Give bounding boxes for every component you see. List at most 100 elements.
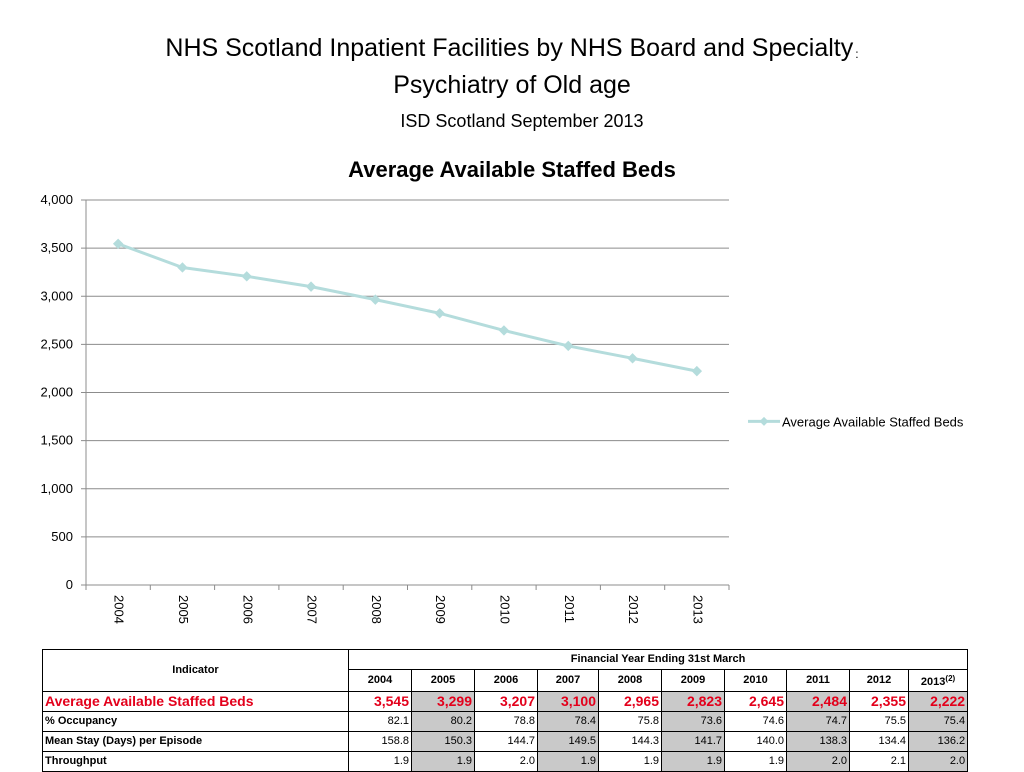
table-cell: 1.9 [724,751,787,772]
table-cell: 73.6 [661,711,725,732]
year-header-cell: 2010 [724,669,787,692]
data-point-marker [370,294,381,305]
table-cell: 149.5 [537,731,599,752]
table-cell: 3,207 [474,691,538,712]
indicator-label: % Occupancy [42,711,349,732]
series-line [117,242,698,373]
table-cell: 75.4 [907,711,969,732]
indicator-table: Indicator Financial Year Ending 31st Mar… [42,649,969,772]
table-cell: 150.3 [411,731,475,752]
x-tick-label: 2009 [433,595,448,624]
table-cell: 2,484 [786,691,850,712]
table-cell: 2.0 [786,751,850,772]
table-cell: 3,299 [411,691,475,712]
table-cell: 136.2 [907,731,969,752]
legend-marker-swatch [759,416,769,426]
data-point-marker [627,353,638,364]
footnote-marker: (2) [945,674,956,683]
table-cell: 158.8 [348,731,412,752]
x-tick-label: 2008 [369,595,384,624]
page-title-colon: : [855,47,859,61]
indicator-label: Throughput [42,751,349,772]
table-row: Average Available Staffed Beds 3,545 3,299… [42,691,969,712]
table-cell: 140.0 [724,731,787,752]
table-cell: 3,100 [537,691,599,712]
y-tick-label: 2,000 [40,385,73,400]
data-point-marker [691,365,703,377]
x-tick-label: 2004 [112,595,127,624]
legend-label: Average Available Staffed Beds [782,414,964,429]
x-tick-label: 2007 [305,595,320,624]
year-header-cell: 2005 [411,669,475,692]
table-cell: 1.9 [348,751,412,772]
year-header-row: 2004 2005 2006 2007 2008 2009 2010 2011 2012 2013… [43,669,969,692]
data-point-marker [177,262,188,273]
x-tick-label: 2010 [498,595,513,624]
y-tick-label: 3,500 [40,240,73,255]
y-tick-label: 4,000 [40,192,73,207]
y-tick-label: 0 [66,577,73,592]
table-cell: 2,823 [661,691,725,712]
year-header-cell: 2009 [661,669,725,692]
data-point-marker [305,281,317,292]
y-tick-label: 2,500 [40,336,73,351]
data-point-marker [498,325,510,336]
y-tick-label: 500 [51,529,73,544]
indicator-label: Mean Stay (Days) per Episode [42,731,349,752]
table-row: Throughput 1.9 1.9 2.0 1.9 1.9 1.9 1.9 2.0 2.1 2.0 [42,751,969,772]
table-cell: 74.7 [786,711,850,732]
year-header-cell: 2004 [348,669,412,692]
table-cell: 78.8 [474,711,538,732]
data-point-marker [241,271,252,282]
data-point-marker [434,308,445,319]
table-cell: 1.9 [411,751,475,772]
page-subtitle: ISD Scotland September 2013 [400,111,644,131]
year-header-cell: 2007 [537,669,599,692]
x-tick-label: 2006 [240,595,255,624]
table-cell: 78.4 [537,711,599,732]
table-cell: 141.7 [661,731,725,752]
table-cell: 82.1 [348,711,412,732]
chart-series [112,238,703,377]
table-cell: 1.9 [537,751,599,772]
chart-axes: 0 500 1,000 1,500 2,000 2,500 3,000 3,500 4,000 2… [40,192,730,624]
x-tick-label: 2011 [562,595,577,623]
data-point-marker [563,340,574,352]
page-title-line-2: Psychiatry of Old age [393,71,631,99]
indicator-label: Average Available Staffed Beds [42,691,349,712]
table-cell: 3,545 [348,691,412,712]
table-cell: 2.0 [474,751,538,772]
table-row: Mean Stay (Days) per Episode 158.8 150.3 14… [42,731,969,752]
table-cell: 2,965 [598,691,662,712]
period-header: Financial Year Ending 31st March [347,649,969,670]
line-chart: Average Available Staffed Beds 0 500 1,000… [40,157,964,624]
table-cell: 144.7 [474,731,538,752]
table-header-row: Indicator Financial Year Ending 31st Mar… [42,649,969,692]
table-cell: 2.0 [907,751,969,772]
table-cell: 74.6 [724,711,787,732]
y-tick-label: 3,000 [40,288,73,303]
table-cell: 144.3 [598,731,662,752]
table-cell: 2,645 [724,691,787,712]
year-header-cell: 2011 [786,669,850,692]
x-tick-label: 2012 [626,595,641,624]
table-cell: 80.2 [411,711,475,732]
table-cell: 75.5 [849,711,909,732]
table-cell: 2.1 [849,751,909,772]
page-title-line-1: NHS Scotland Inpatient Facilities by NHS… [0,33,1024,69]
x-tick-label: 2013 [690,595,705,624]
y-tick-label: 1,500 [40,433,73,448]
year-header-cell: 2013(2) [907,669,969,692]
table-cell: 1.9 [661,751,725,772]
chart-title: Average Available Staffed Beds [348,157,676,182]
table-cell: 134.4 [849,731,909,752]
table-cell: 75.8 [598,711,662,732]
year-header-cell: 2006 [474,669,538,692]
table-row: % Occupancy 82.1 80.2 78.8 78.4 75.8 73.6 74.6 7… [42,711,969,732]
year-header-cell: 2012 [849,669,909,692]
y-tick-label: 1,000 [40,481,73,496]
table-cell: 1.9 [598,751,662,772]
year-header-cell: 2008 [598,669,662,692]
x-tick-label: 2005 [176,595,191,624]
chart-gridlines [86,199,729,586]
